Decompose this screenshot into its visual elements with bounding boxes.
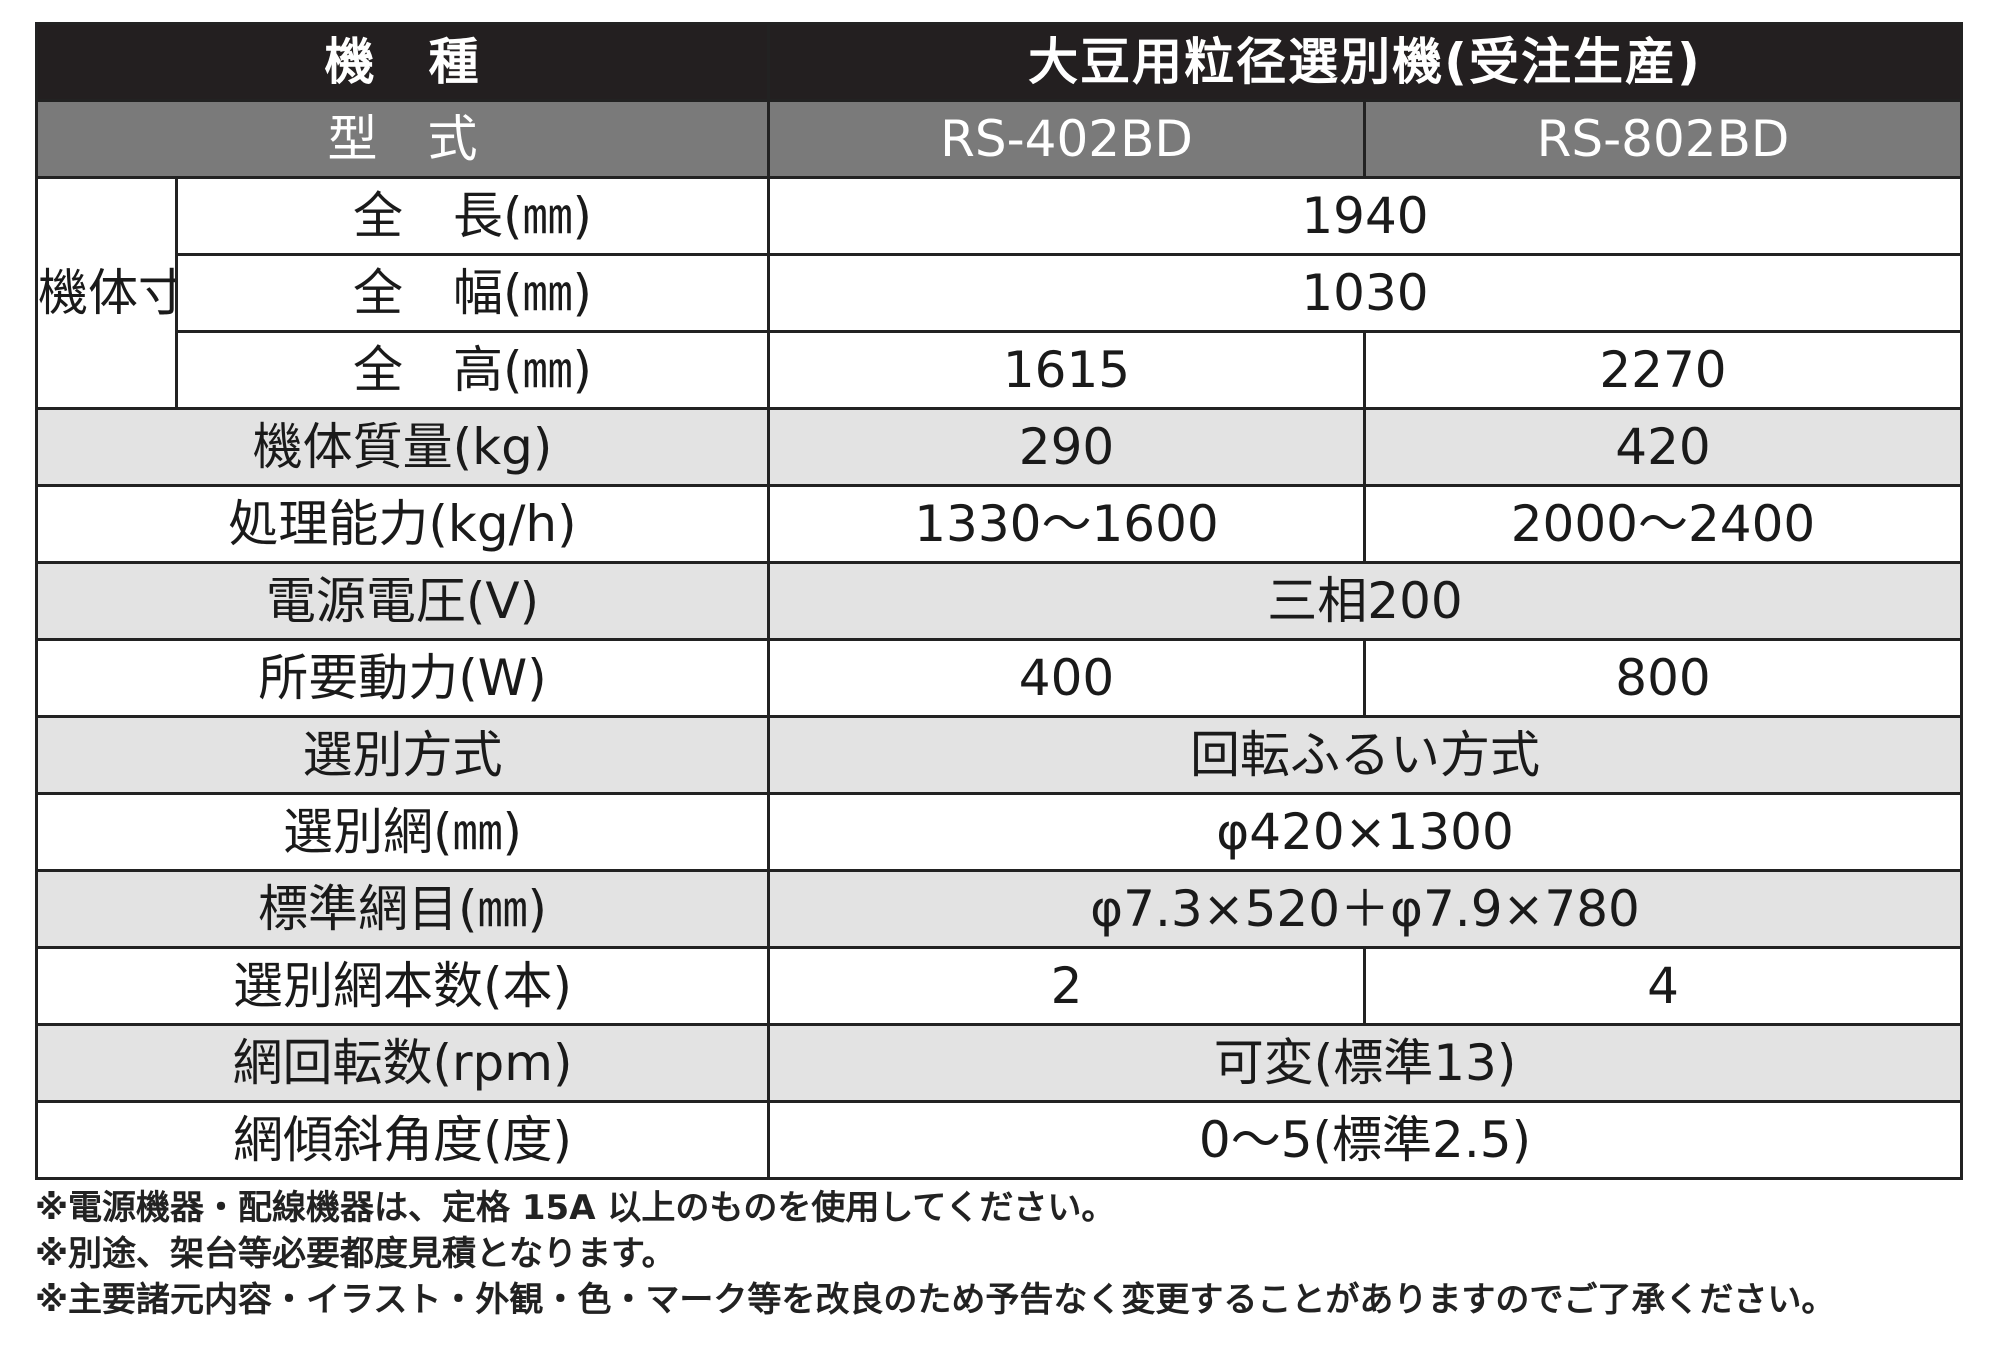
row-net-count: 選別網本数(本) 2 4 — [35, 946, 1964, 1026]
row-method: 選別方式 回転ふるい方式 — [35, 715, 1964, 795]
tilt-label: 網傾斜角度(度) — [35, 1100, 770, 1180]
row-voltage: 電源電圧(V) 三相200 — [35, 561, 1964, 641]
rotation-value: 可変(標準13) — [766, 1023, 1964, 1103]
length-value: 1940 — [766, 176, 1964, 256]
height-value-1: 1615 — [767, 330, 1366, 410]
capacity-value-1: 1330〜1600 — [767, 484, 1366, 564]
row-power: 所要動力(W) 400 800 — [35, 638, 1964, 718]
note-2: ※別途、架台等必要都度見積となります。 — [35, 1234, 676, 1274]
width-value: 1030 — [766, 253, 1964, 333]
header-row-model: 機 種 大豆用粒径選別機(受注生産) — [35, 22, 1964, 102]
mass-value-1: 290 — [767, 407, 1366, 487]
net-count-value-2: 4 — [1362, 946, 1964, 1026]
rotation-label: 網回転数(rpm) — [35, 1023, 770, 1103]
row-tilt: 網傾斜角度(度) 0〜5(標準2.5) — [35, 1100, 1964, 1180]
row-width: 全 幅(㎜) 1030 — [37, 253, 1964, 333]
mesh-value: φ7.3×520＋φ7.9×780 — [766, 869, 1964, 949]
type-label: 型 式 — [35, 99, 770, 179]
row-rotation: 網回転数(rpm) 可変(標準13) — [35, 1023, 1964, 1103]
row-length: 機体寸法 全 長(㎜) 1940 — [35, 176, 1964, 410]
method-value: 回転ふるい方式 — [766, 715, 1964, 795]
power-value-1: 400 — [767, 638, 1366, 718]
row-mass: 機体質量(kg) 290 420 — [35, 407, 1964, 487]
width-label: 全 幅(㎜) — [175, 253, 770, 333]
note-1: ※電源機器・配線機器は、定格 15A 以上のものを使用してください。 — [35, 1188, 1116, 1228]
net-count-value-1: 2 — [767, 946, 1366, 1026]
row-height: 全 高(㎜) 1615 2270 — [37, 330, 1964, 410]
row-net: 選別網(㎜) φ420×1300 — [35, 792, 1964, 872]
row-mesh: 標準網目(㎜) φ7.3×520＋φ7.9×780 — [35, 869, 1964, 949]
model-label: 機 種 — [35, 22, 770, 102]
dimensions-group-label: 機体寸法 — [35, 176, 178, 410]
capacity-label: 処理能力(kg/h) — [35, 484, 770, 564]
voltage-label: 電源電圧(V) — [35, 561, 770, 641]
mass-value-2: 420 — [1362, 407, 1964, 487]
header-row-type: 型 式 RS-402BD RS-802BD — [35, 99, 1964, 179]
net-label: 選別網(㎜) — [35, 792, 770, 872]
row-capacity: 処理能力(kg/h) 1330〜1600 2000〜2400 — [35, 484, 1964, 564]
voltage-value: 三相200 — [766, 561, 1964, 641]
mesh-label: 標準網目(㎜) — [35, 869, 770, 949]
mass-label: 機体質量(kg) — [35, 407, 770, 487]
spec-table: 機 種 大豆用粒径選別機(受注生産) 型 式 RS-402BD RS-802BD… — [35, 22, 1964, 1180]
method-label: 選別方式 — [35, 715, 770, 795]
capacity-value-2: 2000〜2400 — [1362, 484, 1964, 564]
note-3: ※主要諸元内容・イラスト・外観・色・マーク等を改良のため予告なく変更することがあ… — [35, 1280, 1836, 1320]
net-value: φ420×1300 — [766, 792, 1964, 872]
model-value: 大豆用粒径選別機(受注生産) — [766, 22, 1964, 102]
height-value-2: 2270 — [1362, 330, 1964, 410]
type-value-2: RS-802BD — [1362, 99, 1964, 179]
height-label: 全 高(㎜) — [175, 330, 770, 410]
power-label: 所要動力(W) — [35, 638, 770, 718]
tilt-value: 0〜5(標準2.5) — [766, 1100, 1964, 1180]
net-count-label: 選別網本数(本) — [35, 946, 770, 1026]
type-value-1: RS-402BD — [767, 99, 1366, 179]
power-value-2: 800 — [1362, 638, 1964, 718]
notes: ※電源機器・配線機器は、定格 15A 以上のものを使用してください。 ※別途、架… — [35, 1185, 1835, 1323]
length-label: 全 長(㎜) — [175, 176, 770, 256]
